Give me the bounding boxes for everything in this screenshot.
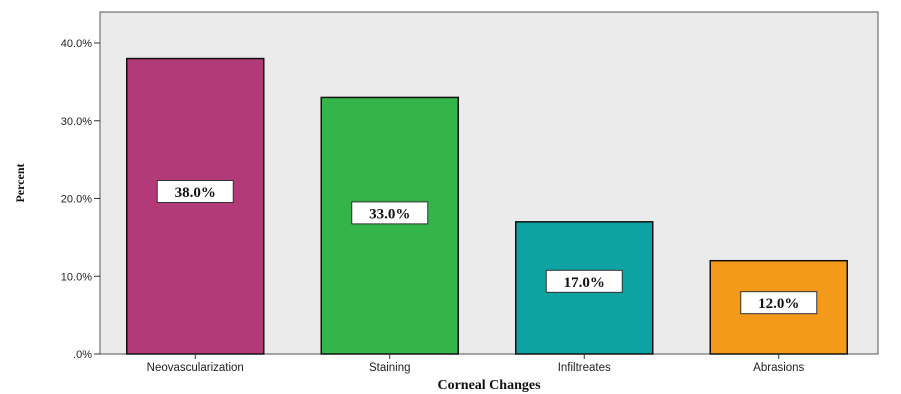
x-axis-title: Corneal Changes (437, 378, 541, 393)
data-label: 17.0% (564, 275, 605, 291)
y-tick-label: 10.0% (61, 271, 92, 283)
data-label: 33.0% (369, 206, 410, 222)
x-tick-label: Infiltreates (558, 362, 611, 374)
bar-neovascularization (126, 57, 265, 355)
x-tick-label: Neovascularization (147, 362, 244, 374)
data-label-box (740, 291, 818, 315)
y-axis-title: Percent (13, 163, 27, 202)
bar-staining (320, 96, 459, 355)
data-label-box (545, 269, 623, 293)
data-label: 12.0% (758, 296, 799, 312)
data-label-box (156, 180, 234, 204)
x-tick-label: Staining (369, 362, 411, 374)
y-tick-label: .0% (73, 349, 92, 361)
data-label-box (351, 201, 429, 225)
y-tick-label: 40.0% (61, 38, 92, 50)
data-label: 38.0% (175, 185, 216, 201)
y-tick-label: 30.0% (61, 116, 92, 128)
y-tick-label: 20.0% (61, 194, 92, 206)
x-tick-label: Abrasions (753, 362, 804, 374)
